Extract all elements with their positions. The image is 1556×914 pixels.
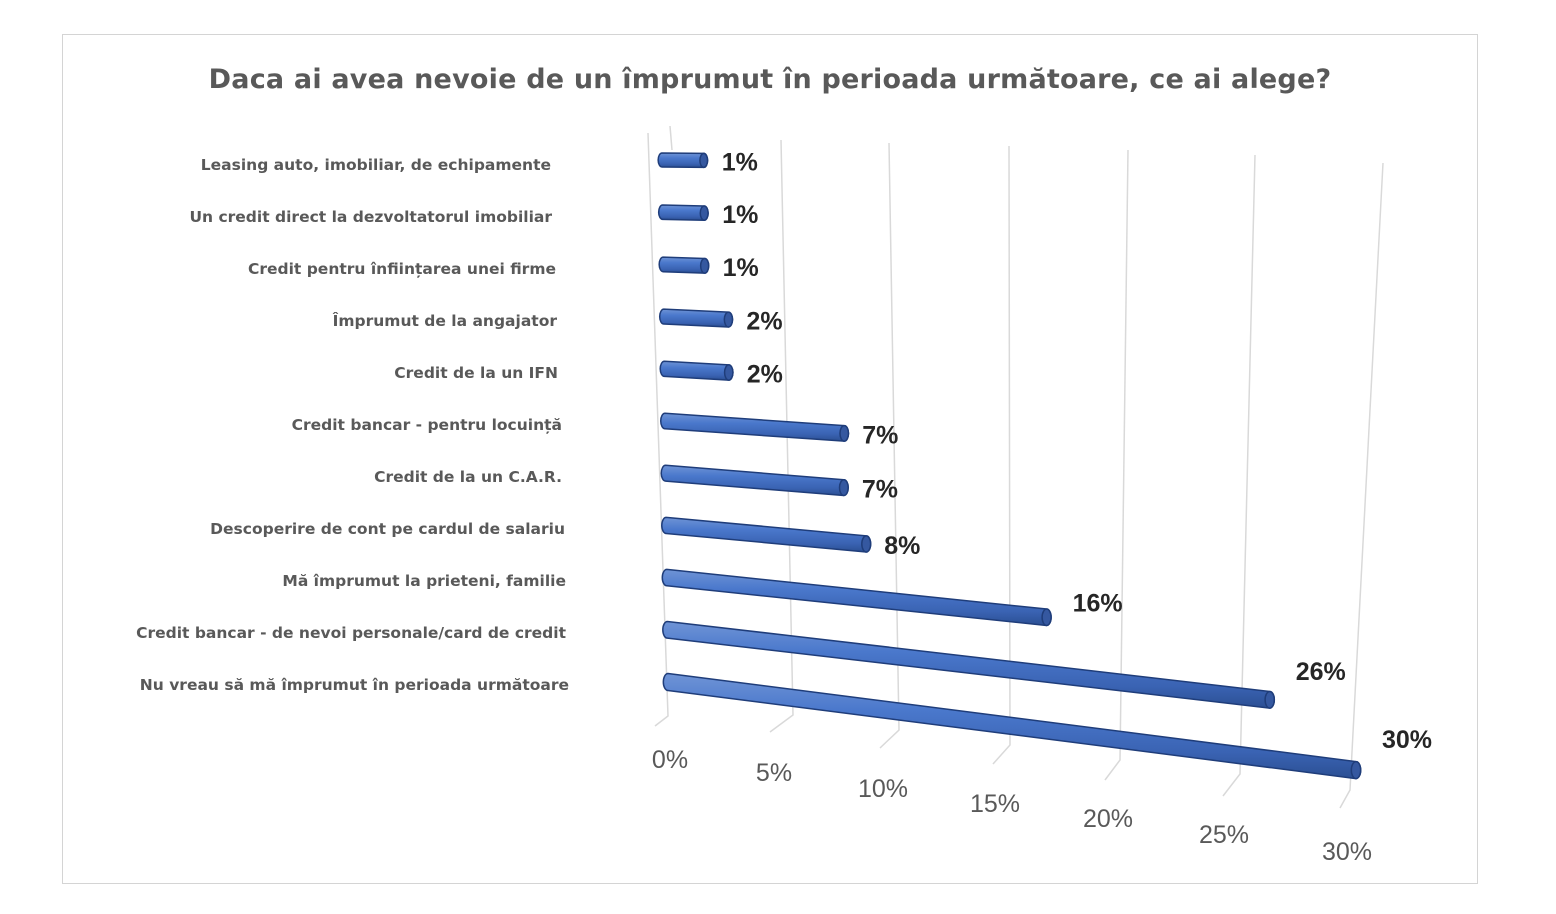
- gridline-25: [1222, 154, 1256, 797]
- gridline-0: [647, 132, 669, 727]
- bar-2: [657, 204, 709, 222]
- data-label-8: 8%: [884, 532, 920, 560]
- bar-5: [659, 360, 734, 381]
- bar-10: [662, 620, 1276, 709]
- x-tick-30: 30%: [1322, 838, 1372, 866]
- x-tick-15: 15%: [970, 790, 1020, 818]
- bar-7: [660, 464, 849, 497]
- x-tick-20: 20%: [1083, 805, 1133, 833]
- gridline-10: [879, 142, 900, 749]
- bar-end-cap: [861, 535, 872, 553]
- gridline-20: [1104, 149, 1129, 781]
- bar-end-cap: [1041, 608, 1052, 627]
- x-axis-ticks: 0% 5% 10% 15% 20% 25% 30%: [652, 746, 1372, 866]
- bar-1: [657, 152, 709, 169]
- chart-title: Daca ai avea nevoie de un împrumut în pe…: [208, 64, 1332, 95]
- chart-frame: [62, 34, 1478, 884]
- bar-body: [659, 360, 734, 381]
- bar-9: [661, 568, 1052, 627]
- bar-11: [662, 672, 1362, 780]
- bar-body: [660, 464, 849, 497]
- gridlines: [647, 125, 1384, 809]
- bar-6: [660, 412, 850, 442]
- data-label-2: 1%: [722, 201, 758, 229]
- data-labels: 1% 1% 1% 2% 2% 7% 7% 8% 16% 26% 30%: [722, 148, 1432, 754]
- data-label-10: 26%: [1296, 658, 1346, 686]
- category-label-8: Descoperire de cont pe cardul de salariu: [210, 520, 565, 538]
- category-label-1: Leasing auto, imobiliar, de echipamente: [201, 156, 551, 174]
- category-label-2: Un credit direct la dezvoltatorul imobil…: [189, 208, 552, 226]
- bar-end-cap: [838, 478, 849, 497]
- bar-end-cap: [699, 205, 709, 222]
- bar-body: [660, 412, 850, 442]
- bars: [657, 152, 1362, 780]
- category-label-6: Credit bancar - pentru locuință: [292, 416, 562, 434]
- bar-3: [658, 256, 710, 274]
- data-label-4: 2%: [746, 308, 782, 336]
- category-label-9: Mă împrumut la prieteni, familie: [282, 572, 566, 590]
- data-label-6: 7%: [862, 421, 898, 449]
- bar-end-cap: [839, 424, 850, 442]
- x-tick-5: 5%: [756, 759, 792, 787]
- axis-back-line: [669, 125, 673, 151]
- data-label-1: 1%: [722, 148, 758, 176]
- bar-end-cap: [723, 311, 734, 328]
- data-label-11: 30%: [1382, 726, 1432, 754]
- data-label-3: 1%: [723, 254, 759, 282]
- category-label-11: Nu vreau să mă împrumut în perioada urmă…: [140, 676, 569, 694]
- bar-body: [661, 568, 1052, 627]
- bar-8: [661, 516, 872, 553]
- category-label-4: Împrumut de la angajator: [333, 311, 558, 330]
- category-label-10: Credit bancar - de nevoi personale/card …: [136, 624, 567, 642]
- category-label-3: Credit pentru înființarea unei firme: [248, 260, 556, 278]
- category-label-7: Credit de la un C.A.R.: [374, 468, 562, 486]
- gridline-5: [769, 139, 794, 733]
- bar-end-cap: [1264, 690, 1276, 709]
- x-tick-25: 25%: [1199, 821, 1249, 849]
- x-tick-10: 10%: [858, 775, 908, 803]
- bar-4: [658, 308, 734, 328]
- bar-end-cap: [1350, 760, 1362, 780]
- bar-end-cap: [723, 364, 734, 381]
- bar-end-cap: [699, 257, 710, 274]
- bar-end-cap: [699, 152, 709, 169]
- data-label-9: 16%: [1073, 589, 1123, 617]
- bar-body: [658, 308, 734, 328]
- data-label-7: 7%: [862, 476, 898, 504]
- gridline-15: [992, 145, 1011, 765]
- bar-body: [661, 516, 872, 553]
- gridline-30: [1339, 162, 1384, 809]
- data-label-5: 2%: [747, 360, 783, 388]
- category-label-5: Credit de la un IFN: [394, 364, 558, 382]
- category-labels: Leasing auto, imobiliar, de echipamente U…: [136, 156, 569, 694]
- x-tick-0: 0%: [652, 746, 688, 774]
